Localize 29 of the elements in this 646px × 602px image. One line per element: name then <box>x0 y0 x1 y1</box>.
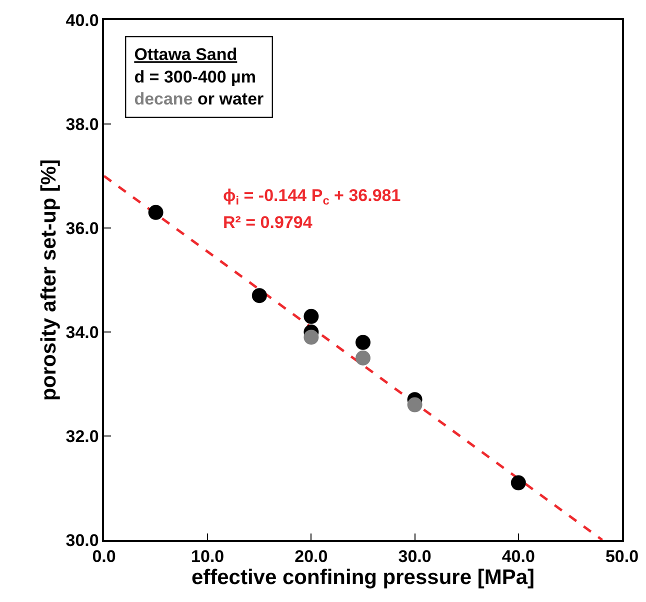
text: decane <box>134 89 193 108</box>
y-tick-label: 40.0 <box>66 10 99 30</box>
y-tick-label: 36.0 <box>66 218 99 238</box>
annotation: or <box>198 89 215 108</box>
point <box>304 330 319 345</box>
y-tick-label: 38.0 <box>66 114 99 134</box>
x-tick-label: 40.0 <box>502 547 535 566</box>
point <box>356 350 370 366</box>
annotation: ϕ$_{i}$ = -0.144 P$_{c}$ + 36.981 <box>223 186 401 208</box>
y-tick-label: 30.0 <box>66 530 99 550</box>
x-tick-label: 20.0 <box>294 547 328 566</box>
y-tick-label: 32.0 <box>66 426 99 446</box>
x-tick-label: 30.0 <box>398 547 432 566</box>
point <box>356 334 370 350</box>
point <box>407 397 422 412</box>
point <box>510 475 526 490</box>
x-axis-title: effective confining pressure [MPa] <box>191 566 535 590</box>
point <box>304 308 319 324</box>
x-tick-label: 10.0 <box>191 547 224 566</box>
point <box>148 204 164 220</box>
annotation: Ottawa Sand <box>134 45 238 64</box>
text: water <box>218 89 264 108</box>
point <box>252 288 267 304</box>
annotation: R² = 0.9794 <box>223 213 313 232</box>
y-tick-label: 34.0 <box>66 322 99 342</box>
x-tick-label: 0.0 <box>92 547 116 566</box>
x-tick-label: 50.0 <box>605 547 639 566</box>
y-axis-title: porosity after set-up [%] <box>37 159 60 401</box>
annotation: d = 300-400 µm <box>134 67 256 86</box>
